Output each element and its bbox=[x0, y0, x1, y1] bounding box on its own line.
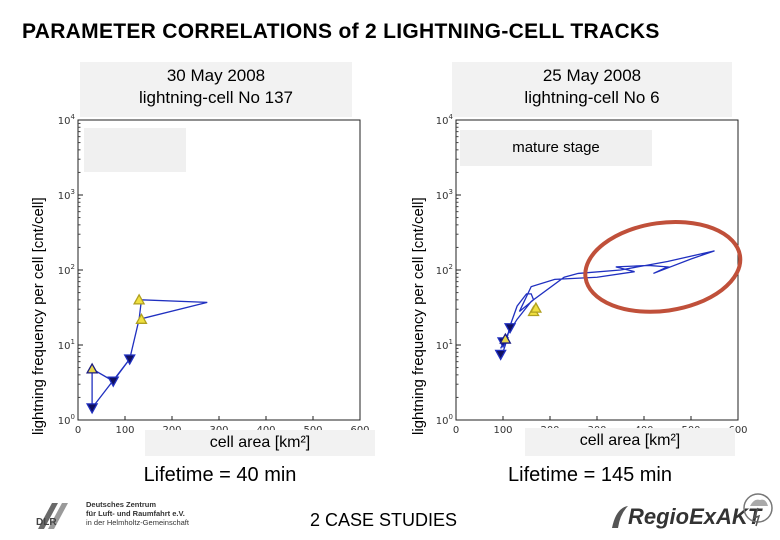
dlr-line-1: Deutsches Zentrum bbox=[86, 500, 157, 509]
panel-2-date: 25 May 2008 bbox=[542, 66, 642, 85]
panel-2-lifetime: Lifetime = 145 min bbox=[508, 464, 672, 486]
weather-emblem-icon bbox=[740, 486, 776, 534]
panel-2-marker bbox=[529, 301, 543, 313]
panel-1-lifetime: Lifetime = 40 min bbox=[143, 464, 297, 486]
panel-2-x-tick-label: 600 bbox=[728, 425, 747, 436]
panel-1-xlabel: cell area [km²] bbox=[145, 430, 375, 456]
panel-1-marker bbox=[85, 403, 99, 415]
page-title: PARAMETER CORRELATIONS of 2 LIGHTNING-CE… bbox=[22, 20, 660, 43]
panel-2-series-line bbox=[500, 250, 715, 360]
panel-2-ylabel: lightning frequency per cell [cnt/cell] bbox=[410, 197, 427, 435]
panel-2-marker bbox=[503, 323, 517, 335]
panel-2-header: 25 May 2008 lightning-cell No 6 bbox=[452, 62, 732, 117]
panel-1-stage-box bbox=[84, 128, 186, 172]
panel-2-x-tick-label: 0 bbox=[453, 425, 459, 436]
panel-1-x-tick-label: 100 bbox=[115, 425, 134, 436]
panel-1-cell: lightning-cell No 137 bbox=[138, 88, 294, 107]
panel-1-marker bbox=[107, 376, 120, 388]
panel-1-header: 30 May 2008 lightning-cell No 137 bbox=[80, 62, 352, 117]
dlr-logo: DLR bbox=[30, 495, 80, 535]
panel-2-stage-box: mature stage bbox=[460, 130, 652, 166]
dlr-wordmark: Deutsches Zentrum für Luft- und Raumfahr… bbox=[86, 500, 189, 527]
panel-1-y-tick-label: 104 bbox=[58, 113, 76, 127]
panel-1-y-tick-label: 101 bbox=[58, 338, 75, 352]
panel-1-date: 30 May 2008 bbox=[166, 66, 266, 85]
dlr-line-2: für Luft- und Raumfahrt e.V. bbox=[86, 509, 185, 518]
panel-1-y-tick-label: 102 bbox=[58, 263, 75, 277]
dlr-emblem-icon bbox=[38, 503, 68, 529]
panel-2-y-tick-label: 103 bbox=[436, 188, 453, 202]
panel-2-highlight-ellipse bbox=[583, 219, 743, 314]
panel-2-y-tick-label: 101 bbox=[436, 338, 453, 352]
panel-2-x-tick-label: 100 bbox=[493, 425, 512, 436]
regio-logo: RegioExAKT bbox=[628, 504, 762, 529]
panel-1-y-tick-label: 103 bbox=[58, 188, 75, 202]
panel-1-marker bbox=[123, 354, 136, 366]
regio-swoosh-icon bbox=[610, 502, 630, 530]
panel-2-cell: lightning-cell No 6 bbox=[524, 88, 660, 107]
panel-1-marker bbox=[85, 362, 99, 374]
panel-2-stage-label: mature stage bbox=[512, 139, 600, 156]
panel-1-marker bbox=[135, 312, 148, 324]
dlr-line-3: in der Helmholtz-Gemeinschaft bbox=[86, 518, 189, 527]
footer-title: 2 CASE STUDIES bbox=[310, 510, 458, 530]
panel-2-y-tick-label: 100 bbox=[436, 413, 453, 427]
panel-2-y-tick-label: 104 bbox=[436, 113, 454, 127]
panel-1-plot-group: 0100200300400500600100101102103104 bbox=[58, 113, 370, 436]
panel-1-x-tick-label: 0 bbox=[75, 425, 81, 436]
panel-1-series-line bbox=[91, 299, 208, 409]
dlr-mark: DLR bbox=[36, 517, 57, 528]
panel-2-y-tick-label: 102 bbox=[436, 263, 453, 277]
panel-2-xlabel: cell area [km²] bbox=[525, 428, 735, 456]
panel-1-plot-frame bbox=[77, 119, 361, 421]
panel-2-marker bbox=[499, 332, 512, 344]
panel-2-marker bbox=[494, 349, 507, 361]
panel-1-y-tick-label: 100 bbox=[58, 413, 75, 427]
panel-1-marker bbox=[132, 293, 146, 305]
